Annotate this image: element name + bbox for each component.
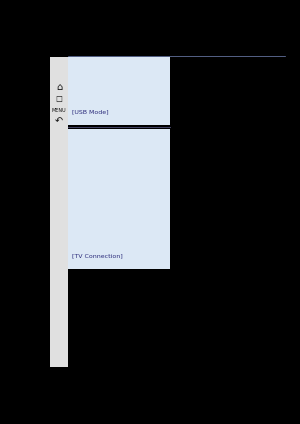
Text: ⌂: ⌂ (56, 82, 62, 92)
Text: ☐: ☐ (56, 95, 62, 104)
Text: ↶: ↶ (55, 116, 63, 126)
Text: MENU: MENU (52, 108, 66, 113)
Bar (68, 129, 170, 269)
Text: [TV Connection]: [TV Connection] (72, 254, 123, 259)
Bar (50, 57, 68, 367)
Text: [USB Mode]: [USB Mode] (72, 109, 109, 114)
Bar (68, 57, 170, 125)
